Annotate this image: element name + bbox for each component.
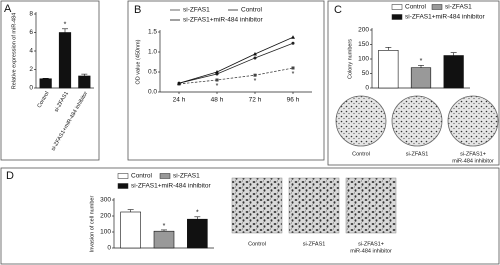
line bbox=[178, 67, 294, 85]
colony-dish bbox=[447, 95, 499, 147]
x-tick-label: 24 h bbox=[173, 97, 186, 104]
y-tick-label: 300 bbox=[100, 197, 111, 204]
invasion-image bbox=[231, 177, 283, 234]
bar bbox=[153, 230, 175, 249]
y-tick-label: 150 bbox=[358, 41, 369, 48]
panel-label: B bbox=[134, 4, 141, 16]
significance: * bbox=[420, 58, 423, 65]
marker bbox=[253, 52, 257, 56]
x-tick-label: 72 h bbox=[249, 97, 262, 104]
marker bbox=[215, 70, 219, 74]
y-tick-label: 1.5 bbox=[148, 29, 157, 36]
marker bbox=[291, 41, 295, 45]
colony-dish bbox=[391, 95, 443, 147]
image-label: miR-484 inhibitor bbox=[350, 248, 392, 254]
significance: * bbox=[64, 22, 67, 29]
panel-label: D bbox=[6, 170, 14, 182]
invasion-image bbox=[345, 177, 397, 234]
image-label: si-ZFAS1 bbox=[303, 241, 326, 247]
legend-label: si-ZFAS1 bbox=[183, 7, 210, 14]
bar bbox=[120, 211, 141, 249]
significance: * bbox=[216, 83, 219, 90]
y-tick-label: 0 bbox=[365, 85, 369, 92]
image-label: Control bbox=[248, 241, 266, 247]
legend-swatch bbox=[159, 173, 171, 179]
marker bbox=[253, 73, 257, 77]
x-tick-label: si-ZFAS1 bbox=[53, 91, 70, 114]
significance: * bbox=[254, 78, 257, 85]
y-tick-label: 200 bbox=[100, 213, 111, 220]
y-tick-label: 100 bbox=[358, 56, 369, 63]
line bbox=[178, 36, 294, 84]
panel-label: C bbox=[334, 4, 342, 16]
panel-frame bbox=[0, 0, 100, 161]
bar bbox=[443, 55, 464, 89]
y-tick-label: 6 bbox=[29, 29, 33, 36]
legend-swatch bbox=[117, 183, 129, 189]
y-tick-label: 0.5 bbox=[148, 69, 157, 76]
legend-swatch bbox=[431, 4, 443, 10]
significance: * bbox=[292, 71, 295, 78]
bar bbox=[58, 32, 72, 89]
colony-dish bbox=[335, 95, 387, 147]
legend-label: Control bbox=[241, 7, 263, 14]
y-axis-title: Colony numbers bbox=[347, 39, 353, 79]
bar bbox=[78, 75, 91, 89]
marker bbox=[215, 78, 219, 82]
y-tick-label: 50 bbox=[362, 70, 370, 77]
line bbox=[178, 42, 294, 84]
legend-label: si-ZFAS1+miR-484 inhibitor bbox=[405, 14, 485, 21]
image-label: miR-484 inhibitor bbox=[452, 158, 494, 164]
bar bbox=[378, 49, 399, 89]
y-tick-label: 8 bbox=[29, 11, 33, 18]
marker bbox=[291, 66, 295, 70]
significance: * bbox=[163, 223, 166, 230]
legend-label: si-ZFAS1+miR-484 inhibitor bbox=[183, 17, 263, 24]
panel-label: A bbox=[4, 3, 12, 15]
legend-label: si-ZFAS1 bbox=[445, 4, 472, 11]
y-tick-label: 100 bbox=[100, 229, 111, 236]
y-axis-title: Relative expression of miR-484 bbox=[11, 13, 17, 89]
image-label: si-ZFAS1+ bbox=[358, 241, 384, 247]
x-tick-label: Control bbox=[37, 91, 51, 109]
x-tick-label: 96 h bbox=[287, 97, 300, 104]
legend-label: Control bbox=[131, 173, 153, 180]
panel-frame bbox=[0, 167, 500, 265]
legend-swatch bbox=[117, 173, 129, 179]
x-tick-label: 48 h bbox=[211, 97, 224, 104]
marker bbox=[253, 56, 257, 60]
x-tick-label: si-ZFAS1+miR-484 inhibitor bbox=[50, 91, 89, 153]
bar bbox=[39, 78, 52, 89]
significance: * bbox=[196, 210, 199, 217]
y-tick-label: 200 bbox=[358, 27, 369, 34]
invasion-image bbox=[288, 177, 340, 234]
y-tick-label: 0 bbox=[29, 85, 33, 92]
y-tick-label: 4 bbox=[29, 48, 33, 55]
y-tick-label: 0 bbox=[107, 245, 111, 252]
y-tick-label: 2 bbox=[29, 66, 33, 73]
bar bbox=[410, 67, 432, 89]
legend-swatch bbox=[391, 14, 403, 20]
image-label: Control bbox=[352, 151, 370, 157]
y-tick-label: 0.0 bbox=[148, 89, 157, 96]
marker bbox=[177, 81, 181, 85]
legend-label: si-ZFAS1+miR-484 inhibitor bbox=[131, 183, 211, 190]
image-label: si-ZFAS1 bbox=[406, 151, 429, 157]
y-axis-title: Invasion of cell number bbox=[89, 196, 95, 253]
panel-frame bbox=[327, 0, 500, 166]
legend-label: si-ZFAS1 bbox=[173, 173, 200, 180]
legend-swatch bbox=[391, 4, 403, 10]
image-label: si-ZFAS1+ bbox=[460, 151, 486, 157]
bar bbox=[187, 218, 208, 249]
y-axis-title: OD value (450nm) bbox=[135, 39, 141, 84]
legend-label: Control bbox=[405, 4, 427, 11]
marker bbox=[291, 35, 295, 39]
panel-frame bbox=[127, 0, 325, 161]
y-tick-label: 1.0 bbox=[148, 49, 157, 56]
